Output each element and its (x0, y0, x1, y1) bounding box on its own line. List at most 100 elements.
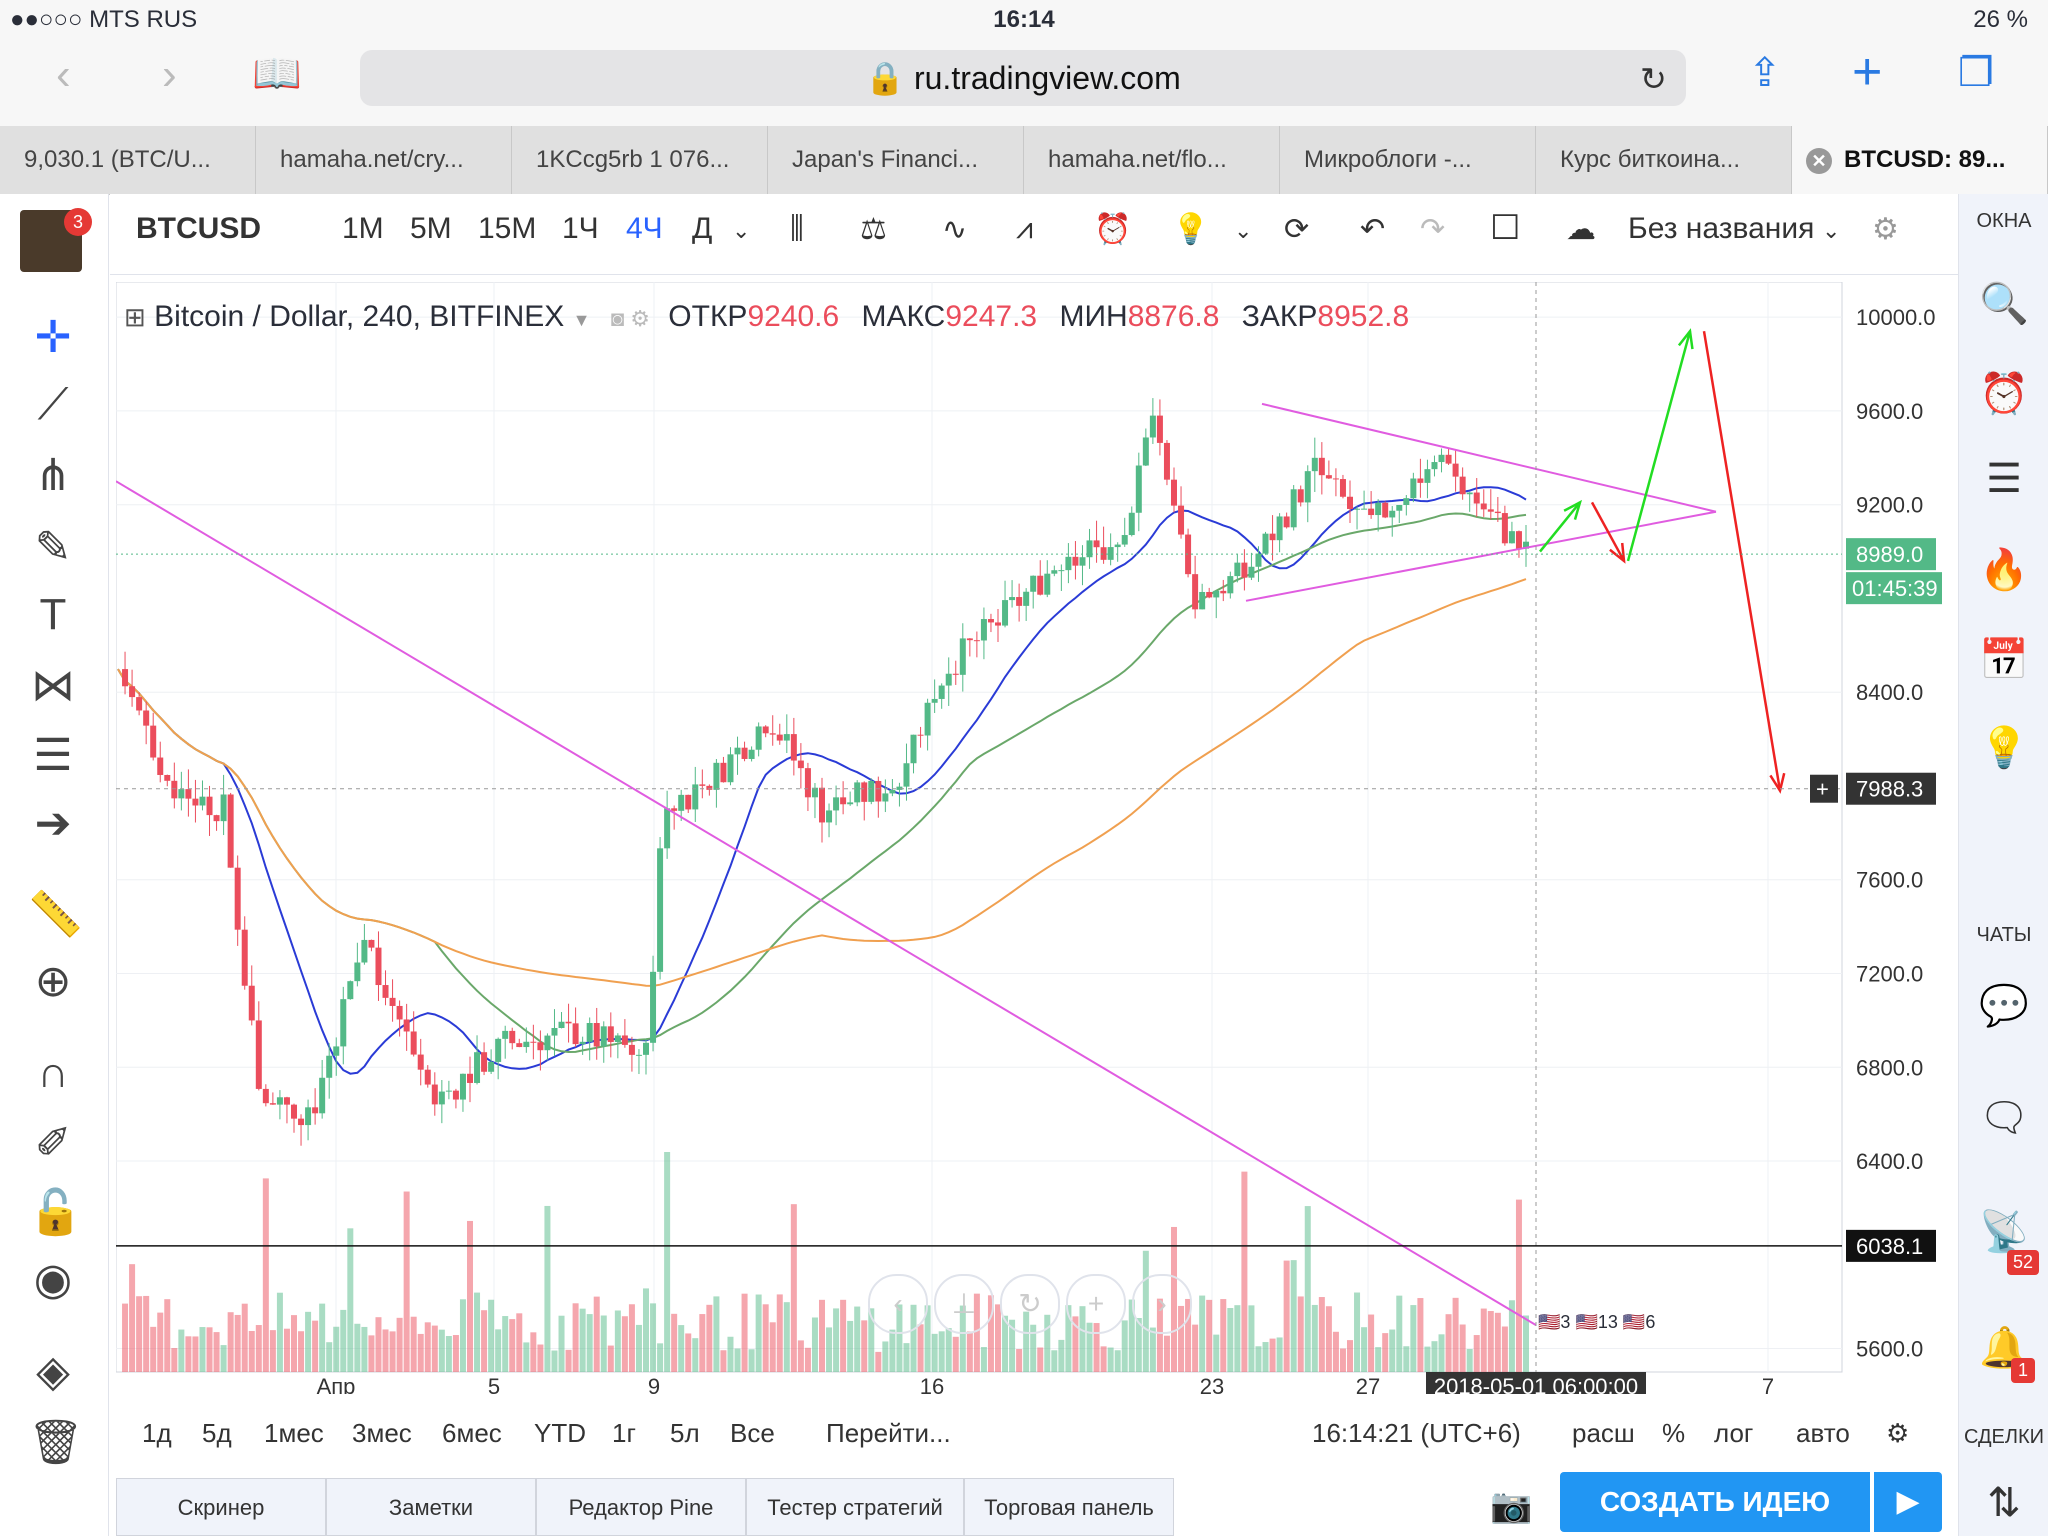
browser-tab[interactable]: hamaha.net/cry... (256, 126, 512, 194)
legend-eye-icon[interactable]: ◙ ⚙ (610, 306, 650, 331)
interval-1m[interactable]: 1М (342, 212, 384, 245)
clock-time[interactable]: 16:14:21 (UTC+6) (1312, 1418, 1521, 1448)
cloud-icon[interactable]: ☁ (1566, 213, 1596, 246)
replay-icon[interactable]: ⟳ (1284, 213, 1310, 246)
goto-date-button[interactable]: Перейти... (826, 1418, 951, 1448)
layers-icon[interactable]: ◈ (36, 1347, 70, 1396)
browser-tab[interactable]: hamaha.net/flo... (1024, 126, 1280, 194)
scroll-right-icon[interactable]: › (1132, 1274, 1192, 1334)
interval-1h[interactable]: 1Ч (562, 212, 599, 245)
forward-icon[interactable]: › (162, 50, 177, 99)
range-6m[interactable]: 6мес (442, 1418, 502, 1448)
indicators-icon[interactable]: ∿ (942, 213, 968, 246)
tab-strategy-tester[interactable]: Тестер стратегий (746, 1478, 964, 1536)
tab-notes[interactable]: Заметки (326, 1478, 536, 1536)
tab-trading-panel[interactable]: Торговая панель (964, 1478, 1174, 1536)
templates-icon[interactable]: ⩘ (1016, 212, 1033, 245)
arrow-icon[interactable]: ➔ (34, 799, 72, 848)
streams-icon[interactable]: 📡 (1979, 1210, 2029, 1254)
range-ytd[interactable]: YTD (534, 1418, 586, 1448)
range-5y[interactable]: 5л (670, 1418, 700, 1448)
prediction-icon[interactable]: ☰ (33, 731, 73, 780)
create-idea-button[interactable]: СОЗДАТЬ ИДЕЮ (1560, 1472, 1870, 1532)
publish-play-icon[interactable]: ▶ (1874, 1472, 1942, 1532)
reload-icon[interactable]: ↻ (1640, 61, 1667, 97)
percent-toggle[interactable]: % (1662, 1418, 1686, 1448)
calendar-icon[interactable]: 📅 (1979, 638, 2029, 682)
browser-tab[interactable]: 9,030.1 (BTC/U... (0, 126, 256, 194)
tab-screener[interactable]: Скринер (116, 1478, 326, 1536)
scroll-left-icon[interactable]: ‹ (868, 1274, 928, 1334)
screener-icon[interactable]: 🔍 (1979, 282, 2029, 326)
browser-tab[interactable]: Курс биткоина... (1536, 126, 1792, 194)
magnet-icon[interactable]: ∩ (37, 1048, 69, 1097)
log-toggle[interactable]: лог (1714, 1418, 1754, 1448)
flag-icon[interactable]: 🇺🇸 (1575, 1312, 1598, 1332)
auto-toggle[interactable]: авто (1796, 1418, 1850, 1448)
reset-scale-icon[interactable]: ⊥ (934, 1274, 994, 1334)
back-icon[interactable]: ‹ (56, 50, 71, 99)
trash-icon[interactable]: 🗑 (28, 1418, 84, 1467)
range-1d[interactable]: 1д (142, 1418, 172, 1448)
bulb-dropdown-icon[interactable]: ⌄ (1234, 218, 1253, 243)
range-1m[interactable]: 1мес (264, 1418, 324, 1448)
layout-dropdown-icon[interactable]: ⌄ (1822, 218, 1841, 243)
refresh-icon[interactable]: ↻ (1000, 1274, 1060, 1334)
range-all[interactable]: Все (730, 1418, 775, 1448)
ideas-stream-icon[interactable]: 💡 (1979, 726, 2029, 770)
candles-icon[interactable]: ⫼ (790, 212, 804, 245)
settings-icon[interactable]: ⚙ (1872, 213, 1899, 246)
private-chat-icon[interactable]: 🗨 (1978, 1096, 2030, 1140)
new-tab-icon[interactable]: + (1852, 43, 1883, 101)
range-1y[interactable]: 1г (612, 1418, 636, 1448)
layout-name[interactable]: Без названия (1628, 212, 1815, 245)
chat-icon[interactable]: 💬 (1979, 984, 2029, 1028)
compare-icon[interactable]: ⚖ (860, 213, 887, 246)
tab-pine-editor[interactable]: Редактор Pine (536, 1478, 746, 1536)
zoom-icon[interactable]: ⊕ (34, 957, 72, 1006)
range-3m[interactable]: 3мес (352, 1418, 412, 1448)
chart-area[interactable]: 10000.0 9600.0 9200.0 8400.0 7600.0 7200.0 680… (116, 282, 1942, 1394)
interval-5m[interactable]: 5М (410, 212, 452, 245)
lock-icon[interactable]: 🔓 (28, 1188, 83, 1237)
share-icon[interactable]: ⇪ (1748, 51, 1782, 95)
crosshair-icon[interactable]: ✛ (34, 313, 72, 362)
legend-toggle-icon[interactable]: ⊞ (124, 302, 146, 332)
watchlist-icon[interactable]: ☰ (1986, 457, 2022, 501)
camera-icon[interactable]: 📷 (1490, 1487, 1533, 1525)
idea-bulb-icon[interactable]: 💡 (1172, 213, 1210, 246)
undo-icon[interactable]: ↶ (1360, 213, 1386, 246)
interval-dropdown-icon[interactable]: ⌄ (732, 218, 751, 243)
legend-title[interactable]: Bitcoin / Dollar, 240, BITFINEX (154, 300, 565, 333)
interval-day[interactable]: Д (692, 212, 713, 245)
ruler-icon[interactable]: 📏 (28, 890, 83, 939)
close-tab-icon[interactable]: ✕ (1806, 148, 1832, 174)
event-flags[interactable]: 🇺🇸3 🇺🇸13 🇺🇸6 (1538, 1312, 1655, 1333)
text-tool-icon[interactable]: T (39, 590, 67, 639)
bookmarks-icon[interactable]: 📖 (252, 52, 302, 96)
tabs-icon[interactable]: ❐ (1958, 51, 1994, 95)
browser-tab[interactable]: 1KCcg5rb 1 076... (512, 126, 768, 194)
trading-icon[interactable]: ⇅ (1987, 1481, 2021, 1525)
legend-dropdown-icon[interactable]: ▼ (572, 310, 591, 330)
hotlist-icon[interactable]: 🔥 (1979, 548, 2029, 592)
redo-icon[interactable]: ↷ (1420, 213, 1446, 246)
trendline-icon[interactable]: ⟋ (37, 380, 69, 429)
pitchfork-icon[interactable]: ⋔ (34, 451, 72, 500)
price-chart[interactable]: 10000.0 9600.0 9200.0 8400.0 7600.0 7200.0 680… (116, 282, 1942, 1394)
browser-tab[interactable]: Микроблоги -... (1280, 126, 1536, 194)
flag-icon[interactable]: 🇺🇸 (1538, 1312, 1561, 1332)
lock-drawing-icon[interactable]: ✐ (34, 1119, 72, 1168)
flag-icon[interactable]: 🇺🇸 (1622, 1312, 1646, 1332)
brush-icon[interactable]: ✎ (34, 523, 72, 572)
range-5d[interactable]: 5д (202, 1418, 232, 1448)
browser-tab-active[interactable]: ✕ BTCUSD: 89... (1792, 126, 2048, 194)
browser-tab[interactable]: Japan's Financi... (768, 126, 1024, 194)
axis-settings-icon[interactable]: ⚙ (1886, 1418, 1910, 1448)
interval-4h[interactable]: 4Ч (626, 212, 663, 245)
eye-icon[interactable]: ◉ (33, 1255, 73, 1304)
address-bar[interactable]: 🔒 ru.tradingview.com (360, 50, 1686, 106)
extended-toggle[interactable]: расш (1572, 1418, 1635, 1448)
symbol-label[interactable]: BTCUSD (136, 212, 261, 245)
fullscreen-icon[interactable]: ☐ (1490, 209, 1521, 247)
